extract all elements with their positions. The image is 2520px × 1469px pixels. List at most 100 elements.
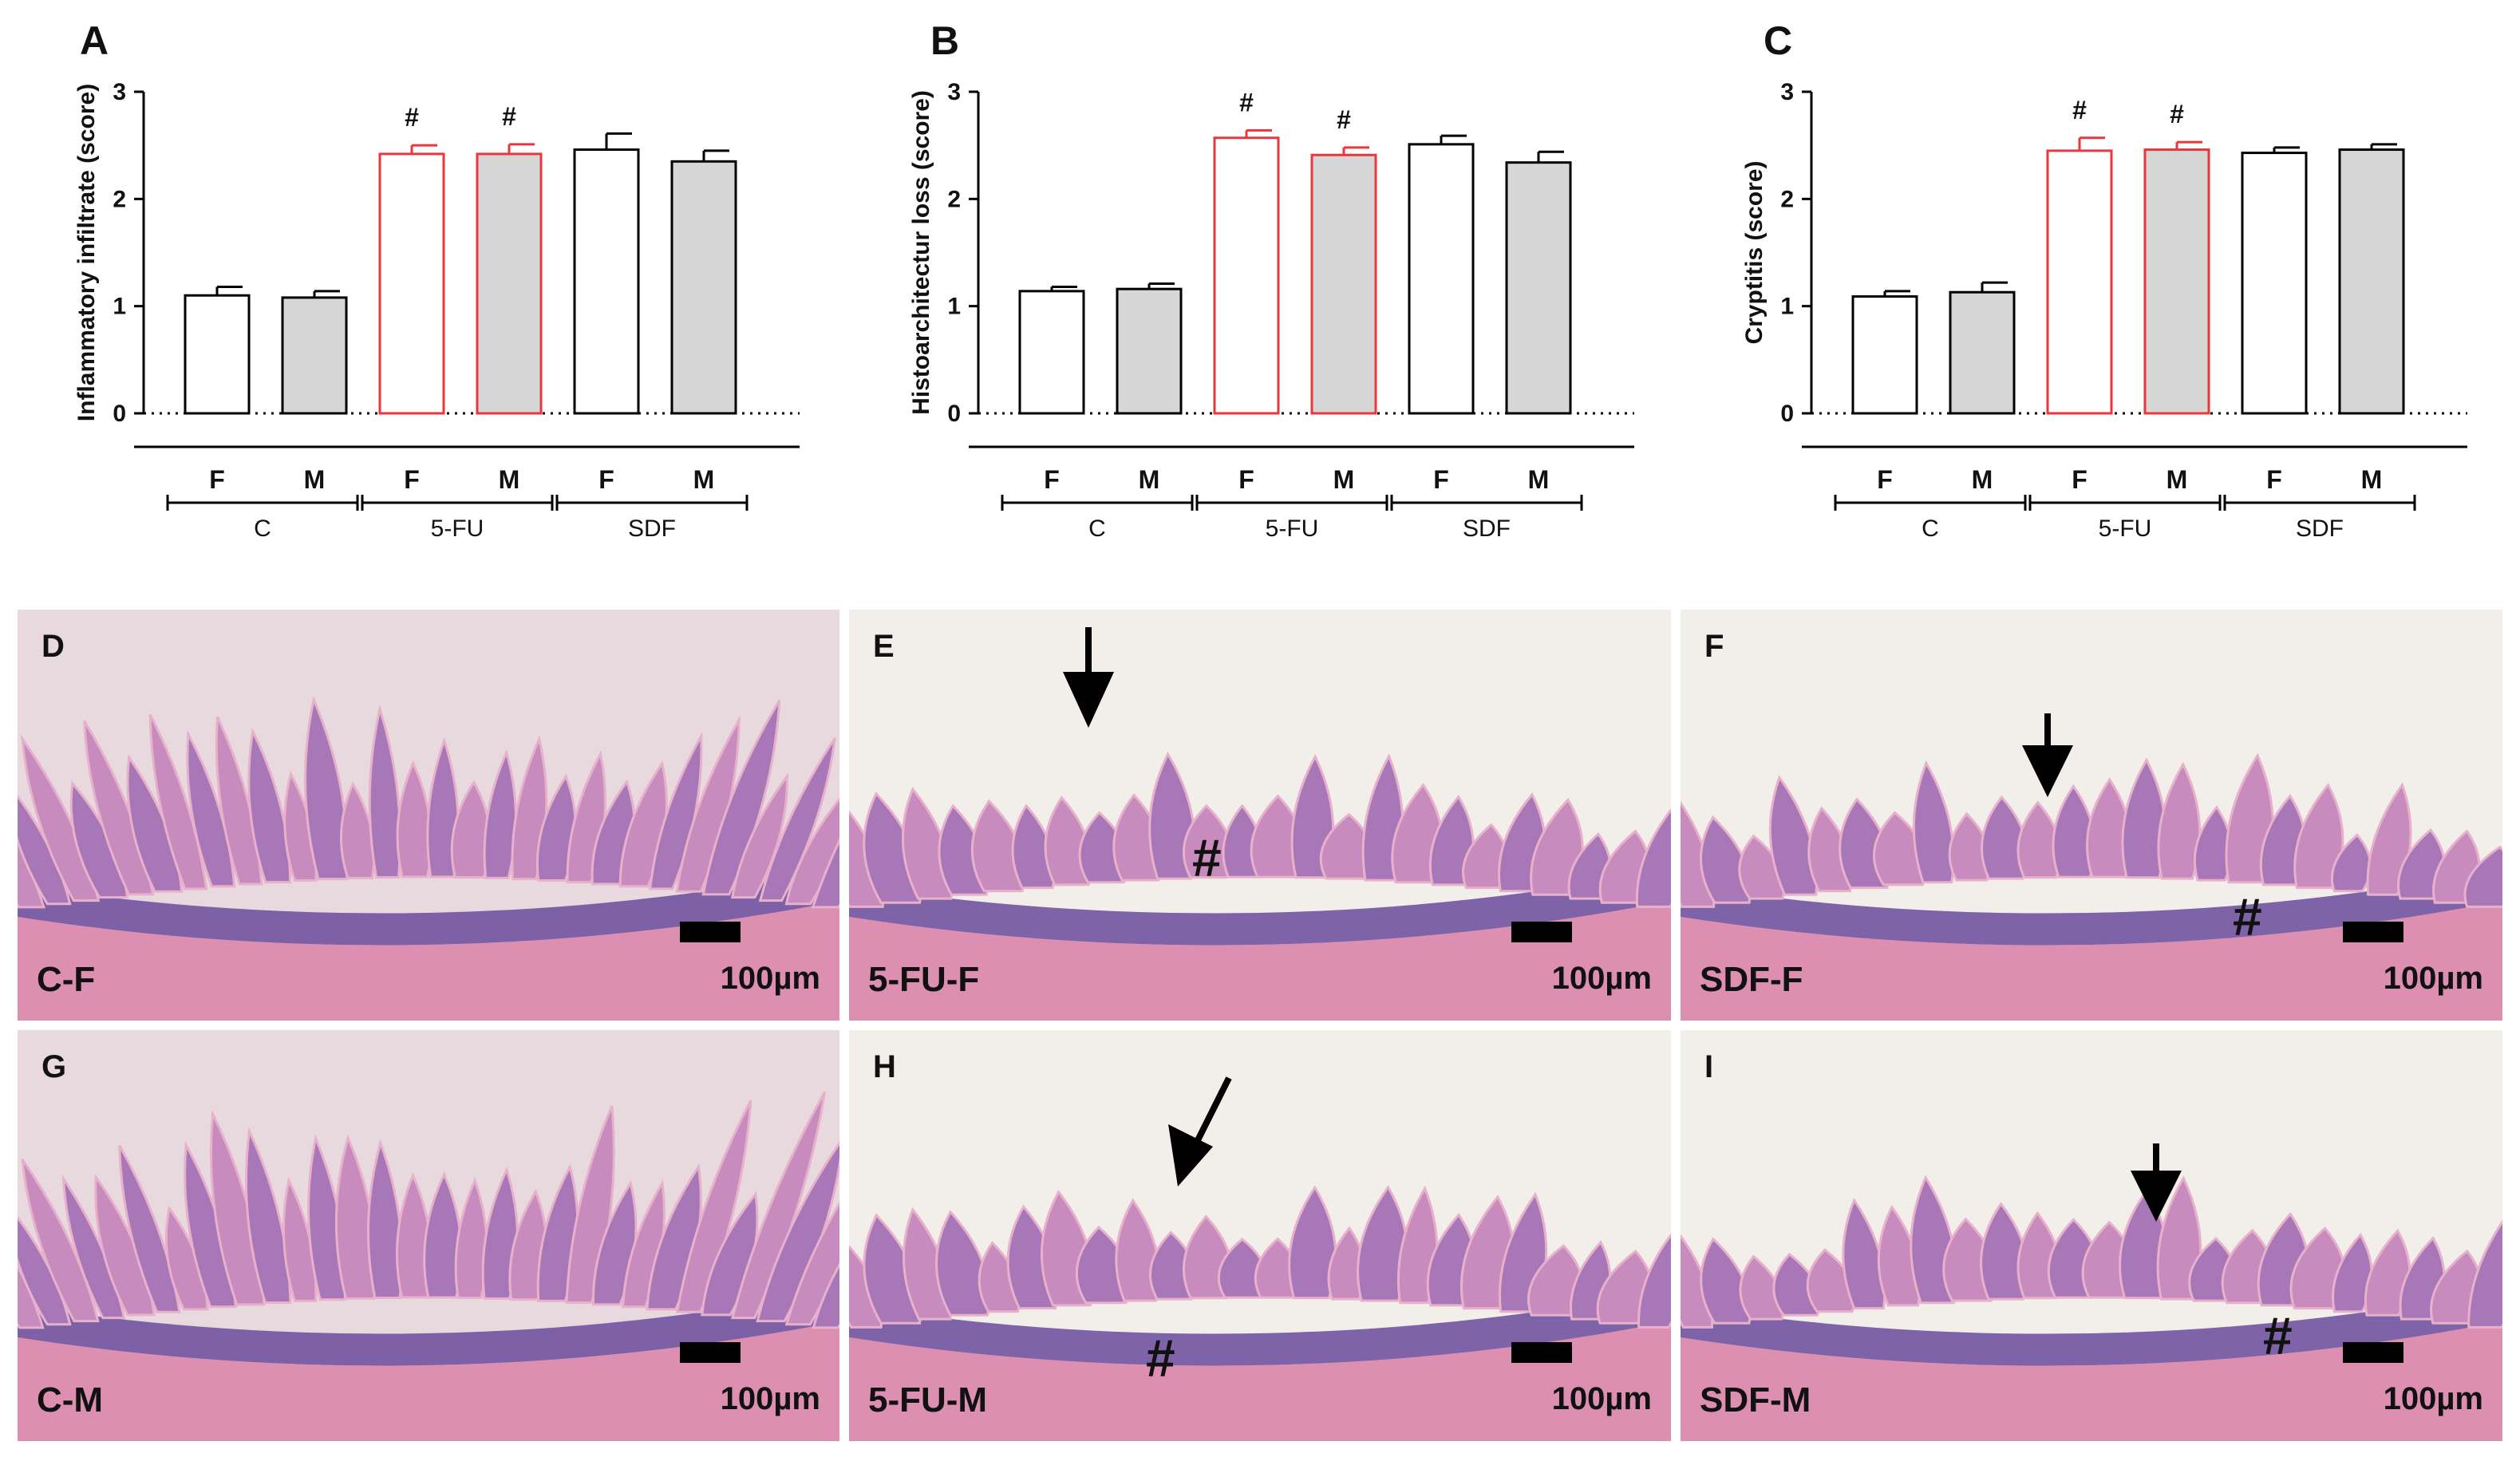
- category-label: F: [1877, 465, 1893, 494]
- category-label: F: [2266, 465, 2282, 494]
- bar-chart-panels: A 0 1 2 3 Inflammatory infiltrate (score) F M # F…: [73, 18, 2467, 542]
- significance-mark: #: [502, 102, 516, 131]
- y-tick-label: 0: [947, 401, 961, 427]
- muscle-layer: [1681, 901, 2502, 1021]
- micrograph-panel-g: G 100µm C-M: [18, 1030, 839, 1441]
- hash-mark: #: [2233, 887, 2262, 946]
- mucosa-base: [849, 1289, 1671, 1366]
- y-tick-label: 1: [113, 294, 126, 320]
- hash-mark: #: [1192, 828, 1222, 887]
- scale-label: 100µm: [720, 961, 820, 996]
- mucosa-base: [18, 869, 839, 946]
- micrograph-panel-f: F # 100µm SDF-F: [1681, 610, 2502, 1021]
- panel-letter: F: [1704, 629, 1724, 664]
- villus: [1635, 808, 1671, 908]
- panel-letter: E: [873, 629, 895, 664]
- category-label: F: [598, 465, 614, 494]
- group-label: C: [1922, 515, 1939, 542]
- scale-label: 100µm: [720, 1381, 820, 1416]
- y-tick-label: 2: [947, 186, 961, 212]
- significance-mark: #: [2072, 96, 2087, 124]
- bar: [2338, 148, 2405, 415]
- bar: [1851, 295, 1918, 415]
- y-tick-label: 2: [1780, 186, 1794, 212]
- muscle-layer: [18, 901, 839, 1021]
- panel-letter: A: [80, 18, 109, 63]
- tissue-image: [849, 610, 1671, 1021]
- chart-B: B 0 1 2 3 Histoarchitectur loss (score) F M # F # M…: [908, 18, 1634, 542]
- group-label: SDF: [628, 515, 676, 542]
- mucosa-base: [1681, 1289, 2502, 1366]
- y-axis-label: Histoarchitectur loss (score): [908, 90, 934, 415]
- muscle-layer: [1681, 1321, 2502, 1441]
- y-tick-label: 2: [113, 186, 126, 212]
- group-label: SDF: [2296, 515, 2344, 542]
- panel-caption: 5-FU-M: [868, 1380, 988, 1420]
- muscle-layer: [849, 1321, 1671, 1441]
- panel-letter: C: [1764, 18, 1792, 63]
- bar: [1408, 143, 1475, 415]
- scale-bar: [1511, 922, 1572, 942]
- y-tick-label: 1: [947, 294, 961, 320]
- bar: [1116, 287, 1183, 415]
- scale-bar: [680, 1342, 741, 1363]
- group-label: C: [1088, 515, 1106, 542]
- tissue-image: [18, 610, 839, 1021]
- significance-mark: #: [1239, 88, 1254, 116]
- y-tick-label: 0: [1780, 401, 1794, 427]
- micrograph-panel-h: H # 100µm 5-FU-M: [849, 1030, 1671, 1441]
- bar: [476, 152, 543, 415]
- category-label: M: [1333, 465, 1355, 494]
- arrow-icon: [2131, 1143, 2182, 1222]
- mucosa-base: [849, 869, 1671, 946]
- arrow-icon: [2022, 713, 2073, 797]
- tissue-image: [18, 1030, 839, 1441]
- group-label: 5-FU: [2099, 515, 2152, 542]
- muscle-layer: [18, 1321, 839, 1441]
- group-label: 5-FU: [431, 515, 484, 542]
- panel-caption: C-F: [37, 960, 96, 999]
- bar: [1213, 136, 1280, 415]
- scale-label: 100µm: [1551, 1381, 1652, 1416]
- panel-caption: SDF-F: [1700, 960, 1803, 999]
- y-tick-label: 3: [1780, 79, 1794, 105]
- scale-bar: [680, 922, 741, 942]
- category-label: M: [2166, 465, 2188, 494]
- mucosa-base: [18, 1289, 839, 1366]
- panel-caption: 5-FU-F: [868, 960, 980, 999]
- significance-mark: #: [2170, 100, 2184, 128]
- scale-bar: [2343, 922, 2403, 942]
- tissue-image: [849, 1030, 1671, 1441]
- micrograph-panel-d: D 100µm C-F: [18, 610, 839, 1021]
- panel-letter: I: [1704, 1049, 1714, 1084]
- bar: [184, 294, 251, 415]
- category-label: F: [2072, 465, 2087, 494]
- panel-caption: SDF-M: [1700, 1380, 1811, 1420]
- bar: [281, 296, 348, 415]
- scale-bar: [2343, 1342, 2403, 1363]
- category-label: M: [1972, 465, 1993, 494]
- significance-mark: #: [405, 103, 419, 132]
- group-label: C: [254, 515, 271, 542]
- panel-caption: C-M: [37, 1380, 104, 1420]
- chart-C: C 0 1 2 3 Cryptitis (score) F M # F # M F M C 5-FU SDF: [1741, 18, 2467, 542]
- bar: [2046, 149, 2113, 415]
- y-axis-label: Cryptitis (score): [1741, 160, 1768, 344]
- category-label: M: [2361, 465, 2383, 494]
- bar: [1018, 290, 1085, 415]
- muscle-layer: [849, 901, 1671, 1021]
- bar: [2143, 148, 2210, 415]
- category-label: M: [1528, 465, 1550, 494]
- panel-letter: H: [873, 1049, 896, 1084]
- scale-label: 100µm: [1551, 961, 1652, 996]
- scale-label: 100µm: [2383, 961, 2483, 996]
- villus: [811, 837, 839, 909]
- mucosa-base: [1681, 869, 2502, 946]
- scale-bar: [1511, 1342, 1572, 1363]
- y-tick-label: 3: [947, 79, 961, 105]
- category-label: M: [304, 465, 326, 494]
- micrograph-panel-i: I # 100µm SDF-M: [1681, 1030, 2502, 1441]
- category-label: F: [1433, 465, 1449, 494]
- hash-mark: #: [2263, 1306, 2293, 1365]
- bar: [2241, 152, 2308, 415]
